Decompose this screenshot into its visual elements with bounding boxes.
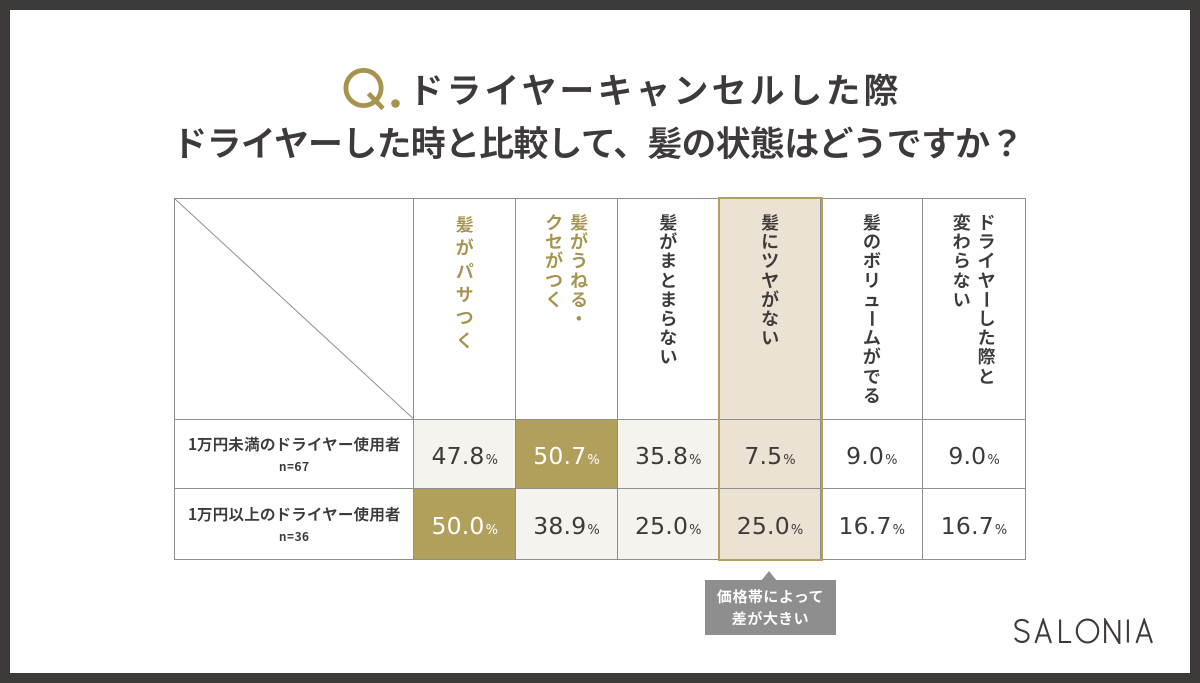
value-number: 25.0 [634,511,689,540]
row-label-text: 1万円未満のドライヤー使用者 [187,433,401,456]
cell-value: 35.8% [635,442,702,470]
percent-unit: % [987,452,1000,468]
column-header-pasatsuku: 髪がパサつく [414,199,517,420]
cell-value: 9.0% [948,442,1000,470]
percent-unit: % [892,522,906,538]
percent-unit: % [994,522,1008,538]
percent-unit: % [587,522,600,538]
column-header-kawaranai: ドライヤーした際と 変わらない [923,199,1025,420]
column-header-tsuya: 髪にツヤがない [719,199,822,420]
percent-unit: % [485,452,499,468]
value-cell-r1c4: 16.7% [821,489,924,559]
value-number: 16.7 [940,511,994,540]
row-label-text: 1万円以上のドライヤー使用者 [187,503,401,526]
value-number: 50.0 [431,511,485,540]
cell-value: 16.7% [941,512,1008,540]
percent-unit: % [587,452,600,468]
value-number: 50.7 [533,441,587,470]
cell-value: 25.0% [635,512,702,540]
value-cell-r1c5: 16.7% [923,489,1025,559]
cell-value: 38.9% [533,512,600,540]
row-label-over-10k: 1万円以上のドライヤー使用者 n=36 [175,489,415,559]
row-label-under-10k: 1万円未満のドライヤー使用者 n=67 [175,419,415,490]
percent-unit: % [885,452,898,468]
value-cell-r0c4: 9.0% [821,419,924,490]
title-line2-text: ドライヤーした時と比較して、髪の状態はどうですか？ [172,116,1024,167]
table-corner-cell [175,199,415,420]
value-number: 35.8 [634,441,689,470]
cell-value: 50.0% [431,512,498,540]
value-cell-r1c0-emphasized: 50.0% [414,489,517,559]
column-header-volume: 髪のボリュームがでる [821,199,924,420]
callout-text-line1: 価格帯によって [716,585,825,607]
callout-text-line2: 差が大きい [731,607,810,629]
column-header-line: 髪にツヤがない [761,209,780,351]
column-header-line: 髪がまとまらない [659,209,678,370]
value-cell-r0c3: 7.5% [719,419,822,490]
callout-note: 価格帯によって 差が大きい [705,580,836,635]
percent-unit: % [689,522,702,538]
percent-unit: % [783,452,796,468]
callout-arrow-icon [761,570,777,581]
value-cell-r0c1-emphasized: 50.7% [516,419,618,490]
value-number: 25.0 [736,511,790,540]
column-header-line: ドライヤーした際と [974,209,1001,389]
cell-value: 9.0% [846,442,898,470]
percent-unit: % [485,522,499,538]
cell-value: 25.0% [737,512,804,540]
cell-value: 47.8% [431,442,498,470]
corner-diagonal-line [175,199,413,419]
cell-value: 7.5% [744,442,796,470]
survey-table: 髪がパサつく 髪がうねる・ クセがつく 髪がまとまらない 髪にツヤがない [174,198,1026,560]
column-header-line: 変わらない [952,209,971,312]
value-number: 9.0 [948,441,987,470]
cell-value: 16.7% [839,512,906,540]
cell-value: 50.7% [533,442,600,470]
q-mark-icon [343,67,400,111]
row-sample-size: n=67 [278,458,310,476]
percent-unit: % [790,522,804,538]
salonia-logo [1014,618,1153,644]
value-number: 47.8 [431,441,485,470]
value-cell-r0c0: 47.8% [414,419,517,490]
column-header-matomaranai: 髪がまとまらない [617,199,720,420]
value-number: 38.9 [533,511,587,540]
column-header-line: 髪のボリュームがでる [859,209,886,408]
value-cell-r1c2: 25.0% [617,489,720,559]
value-number: 9.0 [846,441,885,470]
page-title-line1: ドライヤーキャンセルした際 [22,63,1190,114]
value-cell-r1c3: 25.0% [719,489,822,559]
column-header-line: 髪がパサつく [455,211,474,354]
value-cell-r0c2: 35.8% [617,419,720,490]
value-cell-r0c5: 9.0% [923,420,1025,490]
column-header-line: クセがつく [545,209,564,312]
value-number: 7.5 [744,441,783,470]
percent-unit: % [689,452,702,468]
row-sample-size: n=36 [278,528,310,546]
value-cell-r1c1: 38.9% [516,489,618,559]
value-number: 16.7 [838,511,892,540]
column-header-line: 髪がうねる・ [570,209,589,331]
column-header-uneru-kuse: 髪がうねる・ クセがつく [516,199,618,420]
title-line1-text: ドライヤーキャンセルした際 [408,63,902,114]
